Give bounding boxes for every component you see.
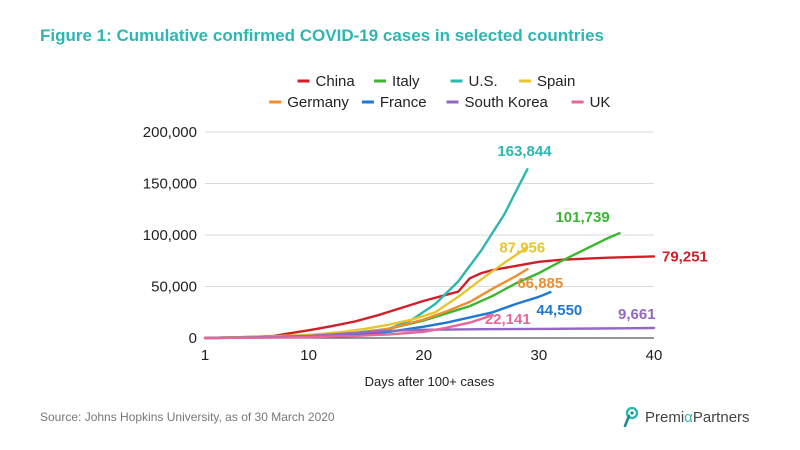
x-tick-label: 10 <box>300 347 317 364</box>
x-tick-label: 40 <box>646 347 663 364</box>
data-label: 163,844 <box>497 143 552 160</box>
series-line-u-s- <box>203 167 529 340</box>
legend-label: Germany <box>287 94 349 111</box>
data-label: 66,885 <box>517 275 563 292</box>
legend-label: UK <box>590 94 611 111</box>
y-tick-label: 0 <box>189 330 197 347</box>
x-axis-label: Days after 100+ cases <box>365 374 495 389</box>
y-tick-label: 150,000 <box>143 176 197 193</box>
legend-label: China <box>316 73 356 90</box>
legend-label: France <box>380 94 427 111</box>
legend-label: Spain <box>537 73 575 90</box>
data-label: 101,739 <box>555 209 609 226</box>
brand-logo: PremiαPartners <box>622 406 750 428</box>
series-line-china <box>203 255 656 340</box>
source-note: Source: Johns Hopkins University, as of … <box>40 410 335 424</box>
series-line-uk <box>203 314 494 340</box>
y-tick-label: 50,000 <box>151 279 197 296</box>
data-label: 44,550 <box>536 302 582 319</box>
legend-label: South Korea <box>465 94 549 111</box>
data-label: 22,141 <box>485 311 531 328</box>
data-label: 9,661 <box>618 306 656 323</box>
premia-logo-icon <box>623 407 639 427</box>
brand-name: PremiαPartners <box>645 408 750 426</box>
series-line-spain <box>203 246 529 340</box>
x-tick-label: 20 <box>415 347 432 364</box>
legend-label: Italy <box>392 73 420 90</box>
x-tick-label: 1 <box>201 347 209 364</box>
legend-label: U.S. <box>469 73 498 90</box>
x-tick-label: 30 <box>531 347 548 364</box>
y-tick-label: 200,000 <box>143 124 197 141</box>
data-label: 87,956 <box>499 239 545 256</box>
data-label: 79,251 <box>662 248 708 265</box>
chart-title: Figure 1: Cumulative confirmed COVID-19 … <box>40 26 605 45</box>
y-tick-label: 100,000 <box>143 227 197 244</box>
